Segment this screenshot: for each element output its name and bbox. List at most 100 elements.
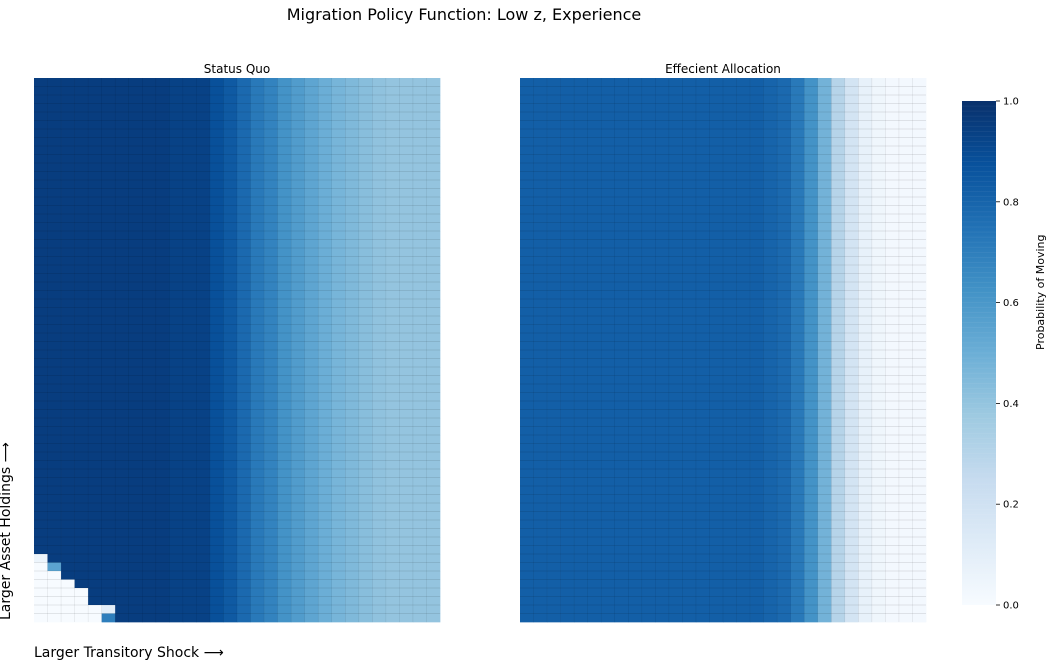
heatmap-cell xyxy=(682,299,697,308)
heatmap-cell xyxy=(142,418,157,427)
heatmap-cell xyxy=(304,248,319,257)
heatmap-cell xyxy=(237,426,251,436)
heatmap-cell xyxy=(871,520,886,529)
heatmap-cell xyxy=(331,205,346,215)
heatmap-cell xyxy=(898,256,913,266)
heatmap-cell xyxy=(399,477,414,487)
heatmap-cell xyxy=(115,112,130,121)
heatmap-cell xyxy=(34,171,48,181)
heatmap-cell xyxy=(358,129,373,138)
heatmap-cell xyxy=(858,588,873,597)
heatmap-cell xyxy=(372,112,387,121)
heatmap-cell xyxy=(885,95,900,104)
heatmap-cell xyxy=(723,129,737,138)
heatmap-cell xyxy=(804,469,819,478)
heatmap-cell xyxy=(520,265,534,274)
heatmap-cell xyxy=(34,596,48,606)
heatmap-cell xyxy=(128,443,143,453)
heatmap-cell xyxy=(101,469,116,478)
heatmap-cell xyxy=(277,469,292,478)
heatmap-cell xyxy=(750,494,764,504)
heatmap-cell xyxy=(277,613,292,623)
heatmap-cell xyxy=(426,341,441,351)
heatmap-cell xyxy=(88,418,103,427)
heatmap-cell xyxy=(237,503,251,512)
heatmap-cell xyxy=(142,137,157,147)
heatmap-cell xyxy=(736,333,751,342)
heatmap-cell xyxy=(587,460,602,470)
heatmap-cell xyxy=(223,384,238,393)
heatmap-cell xyxy=(709,511,724,521)
heatmap-cell xyxy=(264,231,278,240)
heatmap-cell xyxy=(250,239,265,249)
heatmap-cell xyxy=(372,426,387,436)
heatmap-cell xyxy=(547,154,561,164)
heatmap-cell xyxy=(709,180,724,189)
heatmap-cell xyxy=(871,146,886,155)
heatmap-cell xyxy=(128,579,143,589)
heatmap-cell xyxy=(560,579,575,589)
heatmap-cell xyxy=(668,86,683,96)
heatmap-cell xyxy=(412,392,427,402)
heatmap-cell xyxy=(871,494,886,504)
heatmap-cell xyxy=(47,401,62,410)
heatmap-cell xyxy=(115,256,130,266)
heatmap-cell xyxy=(128,571,143,580)
heatmap-cell xyxy=(115,503,130,512)
heatmap-cell xyxy=(128,375,143,385)
heatmap-cell xyxy=(844,248,859,257)
heatmap-cell xyxy=(304,273,319,283)
heatmap-cell xyxy=(871,265,886,274)
heatmap-cell xyxy=(547,265,561,274)
heatmap-cell xyxy=(601,579,616,589)
heatmap-cell xyxy=(777,316,792,325)
x-axis-label: Larger Transitory Shock ⟶ xyxy=(34,645,224,661)
heatmap-cell xyxy=(34,316,48,325)
heatmap-cell xyxy=(331,409,346,419)
heatmap-cell xyxy=(587,596,602,606)
heatmap-cell xyxy=(912,435,927,444)
heatmap-cell xyxy=(682,137,697,147)
heatmap-cell xyxy=(858,214,873,223)
heatmap-cell xyxy=(250,503,265,512)
heatmap-cell xyxy=(412,520,427,529)
heatmap-cell xyxy=(547,222,561,232)
heatmap-cell xyxy=(345,214,360,223)
heatmap-cell xyxy=(331,350,346,359)
heatmap-cell xyxy=(871,86,886,96)
heatmap-cell xyxy=(844,316,859,325)
heatmap-cell xyxy=(804,163,819,172)
heatmap-cell xyxy=(74,588,89,597)
heatmap-cell xyxy=(655,605,670,614)
heatmap-cell xyxy=(155,350,170,359)
heatmap-cell xyxy=(385,511,400,521)
heatmap-cell xyxy=(885,256,900,266)
heatmap-cell xyxy=(858,171,873,181)
heatmap-cell xyxy=(695,205,710,215)
heatmap-cell xyxy=(142,426,157,436)
heatmap-cell xyxy=(237,537,251,546)
heatmap-cell xyxy=(372,180,387,189)
heatmap-cell xyxy=(318,384,333,393)
heatmap-cell xyxy=(655,197,670,206)
heatmap-cell xyxy=(723,562,737,572)
heatmap-cell xyxy=(385,248,400,257)
heatmap-cell xyxy=(547,214,561,223)
heatmap-cell xyxy=(628,545,643,555)
heatmap-cell xyxy=(115,350,130,359)
heatmap-cell xyxy=(426,324,441,334)
heatmap-cell xyxy=(709,129,724,138)
heatmap-cell xyxy=(318,163,333,172)
heatmap-cell xyxy=(804,333,819,342)
heatmap-cell xyxy=(74,469,89,478)
heatmap-cell xyxy=(331,588,346,597)
heatmap-cell xyxy=(182,231,197,240)
heatmap-cell xyxy=(885,511,900,521)
heatmap-cell xyxy=(628,571,643,580)
heatmap-cell xyxy=(858,146,873,155)
heatmap-cell xyxy=(237,231,251,240)
heatmap-cell xyxy=(358,248,373,257)
heatmap-cell xyxy=(587,282,602,291)
heatmap-cell xyxy=(277,426,292,436)
heatmap-cell xyxy=(237,299,251,308)
